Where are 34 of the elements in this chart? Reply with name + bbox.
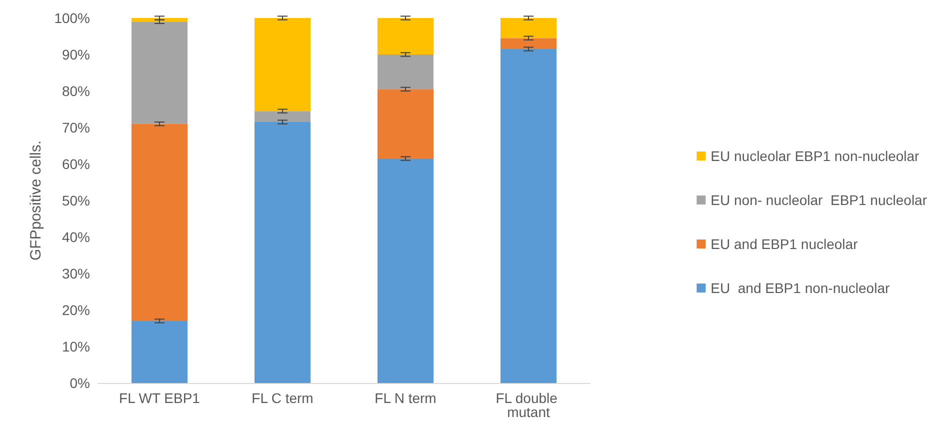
- y-tick-label: 70%: [62, 120, 90, 136]
- x-tick-label: FL C term: [252, 390, 314, 406]
- y-tick-label: 0%: [70, 375, 90, 391]
- y-tick-label: 40%: [62, 229, 90, 245]
- legend-label: EU and EBP1 non-nucleolar: [710, 280, 890, 296]
- x-tick-label: FL N term: [374, 390, 436, 406]
- bar: [132, 18, 188, 22]
- x-tick-label: FL double mutant: [496, 390, 562, 420]
- bar: [378, 89, 434, 159]
- y-tick-label: 80%: [62, 83, 90, 99]
- bar: [132, 124, 188, 321]
- y-tick-label: 30%: [62, 266, 90, 282]
- legend-label: EU and EBP1 nucleolar: [710, 236, 858, 252]
- y-tick-label: 10%: [62, 338, 90, 354]
- bar: [500, 49, 556, 383]
- y-tick-label: 90%: [62, 46, 90, 62]
- bar: [378, 18, 434, 54]
- bar: [500, 38, 556, 50]
- bar: [378, 158, 434, 383]
- y-tick-label: 50%: [62, 192, 90, 208]
- bar: [132, 22, 188, 124]
- legend-label: EU non- nucleolar EBP1 nucleolar: [710, 192, 928, 208]
- bar: [500, 18, 556, 38]
- y-tick-label: 100%: [54, 10, 90, 26]
- legend-label: EU nucleolar EBP1 non-nucleolar: [710, 148, 920, 164]
- y-axis-title: GFPpositive cells.: [27, 140, 44, 261]
- y-tick-label: 20%: [62, 302, 90, 318]
- bar: [254, 18, 310, 112]
- bar: [132, 320, 188, 383]
- x-tick-label: FL WT EBP1: [119, 390, 200, 406]
- bar: [254, 111, 310, 122]
- y-tick-label: 60%: [62, 156, 90, 172]
- bar: [254, 122, 310, 383]
- bar: [378, 54, 434, 90]
